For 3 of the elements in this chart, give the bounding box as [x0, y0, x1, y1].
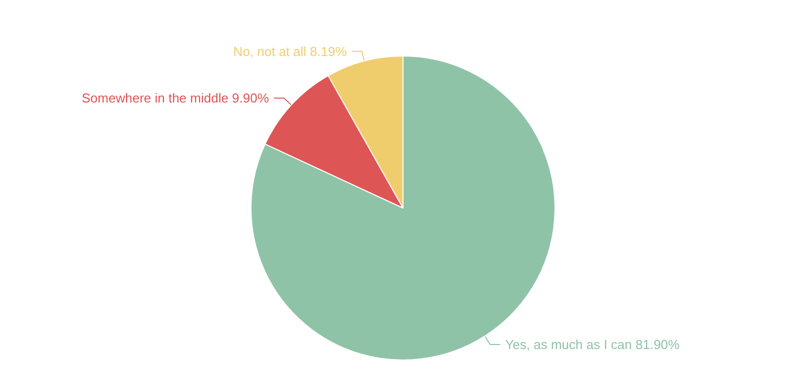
- slice-label: Yes, as much as I can 81.90%: [505, 337, 680, 352]
- slice-label: Somewhere in the middle 9.90%: [82, 90, 270, 106]
- slice-label: No, not at all 8.19%: [233, 44, 348, 59]
